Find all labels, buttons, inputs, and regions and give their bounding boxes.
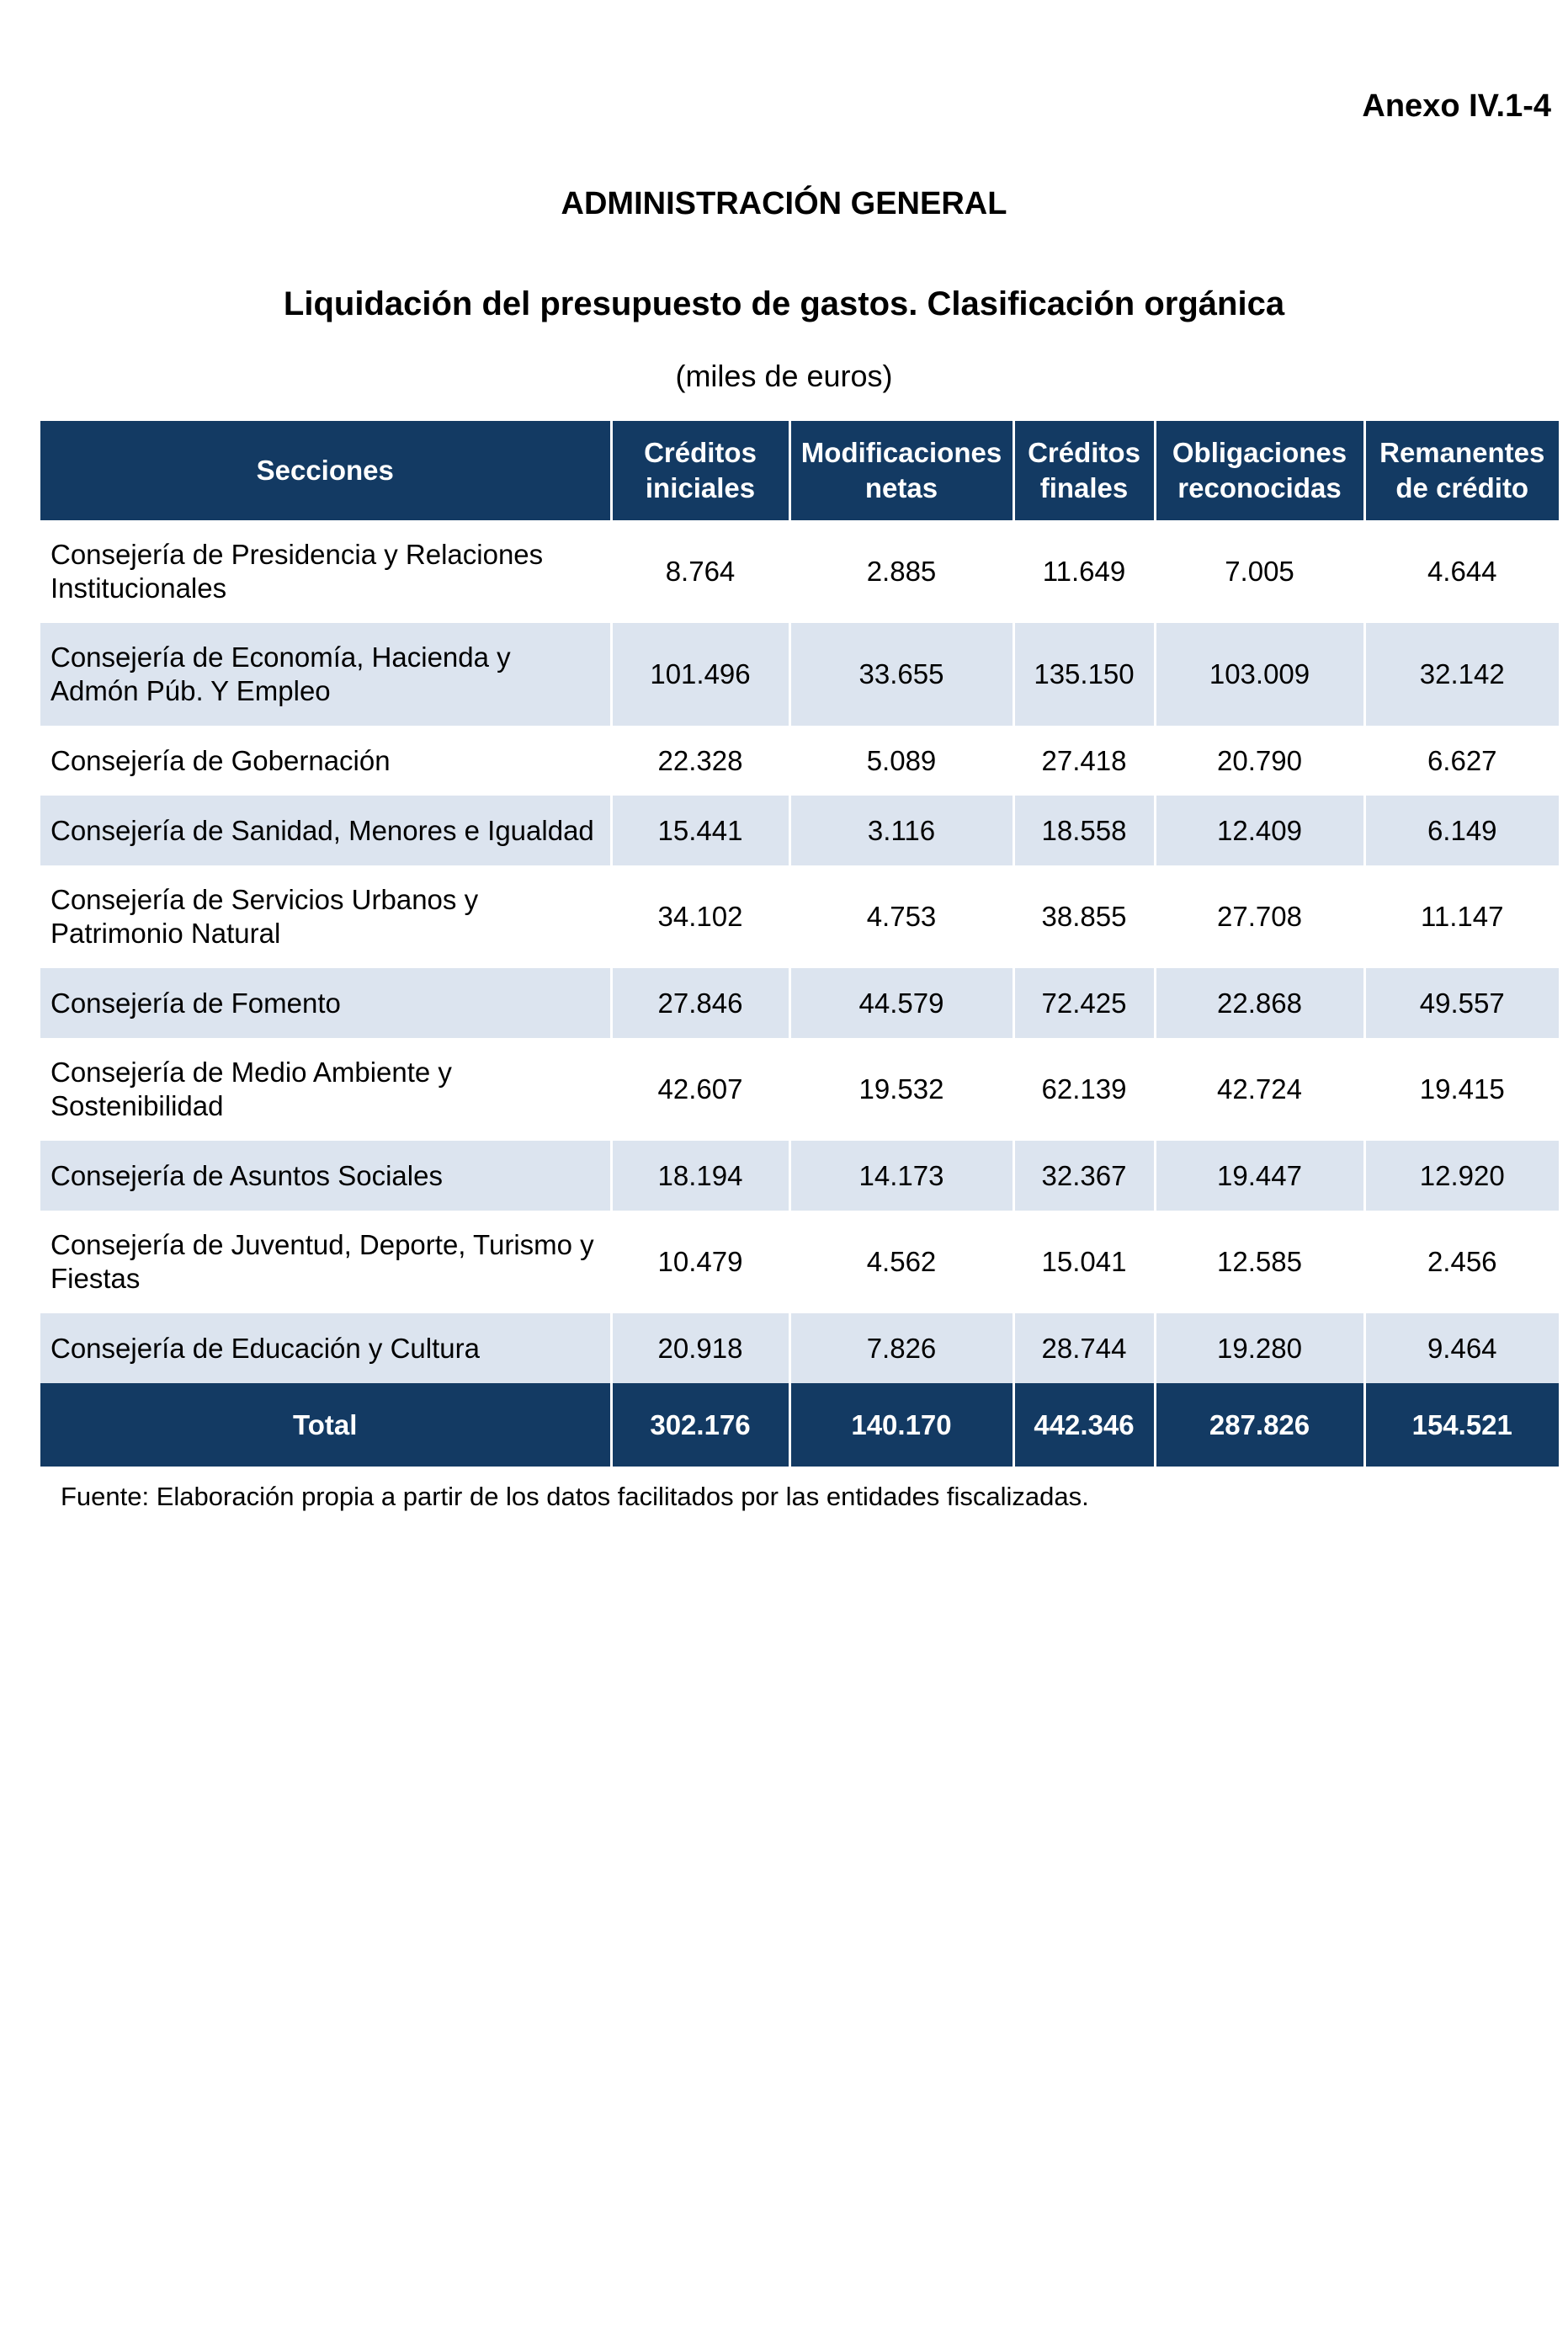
cell-obligaciones-reconocidas: 103.009 <box>1153 623 1364 727</box>
column-header-obligaciones-reconocidas: Obligaciones reconocidas <box>1153 421 1364 521</box>
table-title: Liquidación del presupuesto de gastos. C… <box>283 285 1285 323</box>
cell-creditos-finales: 15.041 <box>1012 1211 1155 1314</box>
total-row: Total 302.176 140.170 442.346 287.826 15… <box>40 1383 1559 1467</box>
cell-obligaciones-reconocidas: 42.724 <box>1153 1038 1364 1142</box>
cell-obligaciones-reconocidas: 22.868 <box>1153 968 1364 1039</box>
cell-modificaciones-netas: 4.753 <box>788 865 1013 969</box>
cell-modificaciones-netas: 44.579 <box>788 968 1013 1039</box>
table-row: Consejería de Presidencia y Relaciones I… <box>40 520 1559 624</box>
cell-remanentes-credito: 2.456 <box>1363 1211 1559 1314</box>
cell-remanentes-credito: 12.920 <box>1363 1141 1559 1211</box>
total-remanentes-credito: 154.521 <box>1363 1383 1559 1467</box>
cell-obligaciones-reconocidas: 19.447 <box>1153 1141 1364 1211</box>
table-row: Consejería de Fomento 27.846 44.579 72.4… <box>40 968 1559 1039</box>
total-modificaciones-netas: 140.170 <box>788 1383 1013 1467</box>
row-label: Consejería de Medio Ambiente y Sostenibi… <box>50 1057 452 1122</box>
total-creditos-iniciales: 302.176 <box>609 1383 789 1467</box>
cell-modificaciones-netas: 19.532 <box>788 1038 1013 1142</box>
cell-remanentes-credito: 6.149 <box>1363 796 1559 866</box>
table-row: Consejería de Educación y Cultura 20.918… <box>40 1313 1559 1384</box>
cell-remanentes-credito: 11.147 <box>1363 865 1559 969</box>
page-title: ADMINISTRACIÓN GENERAL <box>561 185 1007 221</box>
column-header-remanentes-credito: Remanentes de crédito <box>1363 421 1559 521</box>
table-row: Consejería de Servicios Urbanos y Patrim… <box>40 865 1559 969</box>
cell-remanentes-credito: 9.464 <box>1363 1313 1559 1384</box>
row-label: Consejería de Economía, Hacienda y Admón… <box>40 623 611 727</box>
cell-creditos-finales: 62.139 <box>1012 1038 1155 1142</box>
table-row: Consejería de Asuntos Sociales 18.194 14… <box>40 1141 1559 1211</box>
units-note: (miles de euros) <box>675 359 893 394</box>
cell-creditos-finales: 27.418 <box>1012 726 1155 796</box>
total-obligaciones-reconocidas: 287.826 <box>1153 1383 1364 1467</box>
table-row: Consejería de Medio Ambiente y Sostenibi… <box>40 1038 1559 1142</box>
table-row: Consejería de Juventud, Deporte, Turismo… <box>40 1211 1559 1314</box>
cell-remanentes-credito: 4.644 <box>1363 520 1559 624</box>
annex-label: Anexo IV.1-4 <box>1362 88 1551 124</box>
cell-creditos-finales: 135.150 <box>1012 623 1155 727</box>
cell-creditos-finales: 28.744 <box>1012 1313 1155 1384</box>
cell-creditos-iniciales: 27.846 <box>609 968 789 1039</box>
total-label: Total <box>40 1383 611 1467</box>
row-label: Consejería de Fomento <box>40 968 611 1039</box>
cell-creditos-iniciales: 101.496 <box>609 623 789 727</box>
row-label: Consejería de Juventud, Deporte, Turismo… <box>50 1229 594 1295</box>
cell-remanentes-credito: 49.557 <box>1363 968 1559 1039</box>
cell-obligaciones-reconocidas: 20.790 <box>1153 726 1364 796</box>
cell-obligaciones-reconocidas: 12.585 <box>1153 1211 1364 1314</box>
cell-creditos-finales: 18.558 <box>1012 796 1155 866</box>
cell-creditos-iniciales: 20.918 <box>609 1313 789 1384</box>
cell-creditos-iniciales: 34.102 <box>609 865 789 969</box>
cell-remanentes-credito: 19.415 <box>1363 1038 1559 1142</box>
column-header-creditos-finales: Créditos finales <box>1012 421 1155 521</box>
table-header: Secciones Créditos iniciales Modificacio… <box>40 421 1559 521</box>
cell-modificaciones-netas: 4.562 <box>788 1211 1013 1314</box>
row-label: Consejería de Educación y Cultura <box>40 1313 611 1384</box>
row-label: Consejería de Presidencia y Relaciones I… <box>50 539 544 604</box>
cell-modificaciones-netas: 7.826 <box>788 1313 1013 1384</box>
table-body: Consejería de Presidencia y Relaciones I… <box>40 520 1559 1467</box>
cell-creditos-finales: 72.425 <box>1012 968 1155 1039</box>
cell-remanentes-credito: 6.627 <box>1363 726 1559 796</box>
row-label: Consejería de Sanidad, Menores e Igualda… <box>40 796 611 866</box>
row-label: Consejería de Servicios Urbanos y Patrim… <box>50 884 479 950</box>
cell-creditos-iniciales: 10.479 <box>609 1211 789 1314</box>
cell-creditos-iniciales: 8.764 <box>609 520 789 624</box>
cell-obligaciones-reconocidas: 12.409 <box>1153 796 1364 866</box>
cell-obligaciones-reconocidas: 7.005 <box>1153 520 1364 624</box>
header-row: Secciones Créditos iniciales Modificacio… <box>40 421 1559 521</box>
cell-modificaciones-netas: 5.089 <box>788 726 1013 796</box>
row-label: Consejería de Asuntos Sociales <box>40 1141 611 1211</box>
cell-creditos-iniciales: 18.194 <box>609 1141 789 1211</box>
cell-modificaciones-netas: 14.173 <box>788 1141 1013 1211</box>
cell-creditos-iniciales: 15.441 <box>609 796 789 866</box>
cell-remanentes-credito: 32.142 <box>1363 623 1559 727</box>
cell-creditos-finales: 38.855 <box>1012 865 1155 969</box>
row-label: Consejería de Gobernación <box>50 744 391 776</box>
cell-modificaciones-netas: 3.116 <box>788 796 1013 866</box>
source-note: Fuente: Elaboración propia a partir de l… <box>61 1482 1089 1512</box>
cell-modificaciones-netas: 2.885 <box>788 520 1013 624</box>
column-header-modificaciones-netas: Modificaciones netas <box>788 421 1013 521</box>
total-creditos-finales: 442.346 <box>1012 1383 1155 1467</box>
table-row: Consejería de Economía, Hacienda y Admón… <box>40 623 1559 727</box>
table-row: Consejería de Gobernación 22.328 5.089 2… <box>40 726 1559 796</box>
cell-obligaciones-reconocidas: 19.280 <box>1153 1313 1364 1384</box>
column-header-secciones: Secciones <box>40 421 611 521</box>
cell-creditos-finales: 11.649 <box>1012 520 1155 624</box>
cell-obligaciones-reconocidas: 27.708 <box>1153 865 1364 969</box>
cell-creditos-finales: 32.367 <box>1012 1141 1155 1211</box>
cell-creditos-iniciales: 22.328 <box>609 726 789 796</box>
budget-table: Secciones Créditos iniciales Modificacio… <box>40 421 1559 1467</box>
cell-creditos-iniciales: 42.607 <box>609 1038 789 1142</box>
table-row: Consejería de Sanidad, Menores e Igualda… <box>40 796 1559 866</box>
column-header-creditos-iniciales: Créditos iniciales <box>609 421 789 521</box>
cell-modificaciones-netas: 33.655 <box>788 623 1013 727</box>
